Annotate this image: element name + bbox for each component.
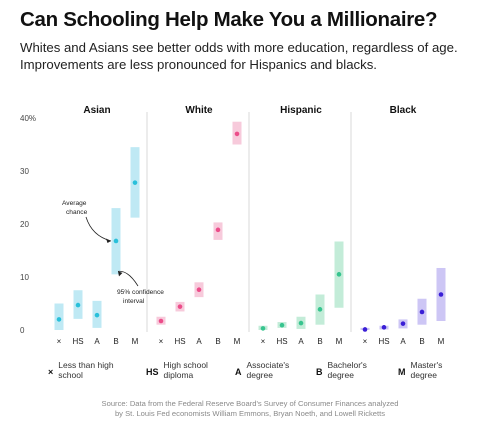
annotation-arrowhead xyxy=(118,271,123,277)
legend-label: High school diploma xyxy=(163,360,208,380)
annotation-average: Average xyxy=(62,200,87,207)
data-point xyxy=(400,321,406,326)
legend-item: HS High school diploma xyxy=(146,360,224,380)
x-tick-label: HS xyxy=(174,337,185,346)
chart-subtitle: Whites and Asians see better odds with m… xyxy=(20,40,458,72)
data-point xyxy=(336,272,342,277)
data-point xyxy=(132,180,138,185)
x-tick-label: B xyxy=(215,337,220,346)
panel-title: White xyxy=(185,105,213,116)
data-point xyxy=(94,312,100,318)
x-tick-label: HS xyxy=(276,337,287,346)
y-tick-label: 0 xyxy=(20,326,25,335)
x-tick-label: M xyxy=(234,337,241,346)
data-point xyxy=(215,227,221,233)
y-tick-label: 10 xyxy=(20,273,29,282)
panel-title: Black xyxy=(390,105,417,116)
legend-label: Associate's degree xyxy=(246,360,290,380)
data-point xyxy=(158,318,164,324)
data-point xyxy=(56,317,62,322)
data-point xyxy=(381,325,387,330)
legend-symbol: × xyxy=(48,367,54,377)
source-note: Source: Data from the Federal Reserve Bo… xyxy=(0,399,500,419)
ci-band xyxy=(54,303,64,330)
x-tick-label: × xyxy=(57,337,62,346)
legend-symbol: HS xyxy=(146,367,159,377)
x-tick-label: HS xyxy=(378,337,389,346)
data-point xyxy=(298,320,304,326)
y-tick-label: 30 xyxy=(20,167,29,176)
y-tick-label: 20 xyxy=(20,220,29,229)
legend-item: B Bachelor's degree xyxy=(316,360,388,380)
x-tick-label: A xyxy=(298,337,304,346)
legend-label: Master's degree xyxy=(410,360,443,380)
x-tick-label: × xyxy=(363,337,368,346)
panel-title: Hispanic xyxy=(280,105,322,116)
data-point xyxy=(317,307,323,312)
x-tick-label: A xyxy=(94,337,100,346)
data-point xyxy=(113,238,119,244)
annotation-average: chance xyxy=(66,209,88,216)
legend: × Less than high school HS High school d… xyxy=(0,360,500,400)
legend-label: Bachelor's degree xyxy=(327,360,367,380)
x-tick-label: A xyxy=(400,337,406,346)
x-tick-label: × xyxy=(159,337,164,346)
chart-area: 0 10 20 30 40% Asian × HS A B M White × HS A B M Hispanic… xyxy=(20,105,446,346)
annotation-arrow xyxy=(85,216,112,242)
legend-item: × Less than high school xyxy=(48,360,118,380)
x-tick-label: B xyxy=(113,337,118,346)
x-tick-label: M xyxy=(132,337,139,346)
source-line: Source: Data from the Federal Reserve Bo… xyxy=(101,399,399,408)
data-point xyxy=(196,287,202,293)
x-tick-label: A xyxy=(196,337,202,346)
x-tick-label: M xyxy=(336,337,343,346)
data-point xyxy=(75,302,81,308)
data-point xyxy=(362,327,368,332)
legend-item: M Master's degree xyxy=(398,360,471,380)
x-tick-label: B xyxy=(317,337,322,346)
data-point xyxy=(260,326,266,331)
legend-symbol: B xyxy=(316,367,323,377)
data-point xyxy=(177,304,183,309)
y-tick-label: 40% xyxy=(20,114,36,123)
x-tick-label: B xyxy=(419,337,424,346)
legend-label: Less than high school xyxy=(58,360,114,380)
source-line: by St. Louis Fed economists William Emmo… xyxy=(114,409,386,418)
panel-title: Asian xyxy=(83,105,110,116)
legend-item: A Associate's degree xyxy=(235,360,307,380)
data-point xyxy=(279,322,285,328)
annotation-arrow xyxy=(117,270,139,287)
legend-symbol: A xyxy=(235,367,242,377)
x-tick-label: HS xyxy=(72,337,83,346)
x-tick-label: M xyxy=(438,337,445,346)
data-point xyxy=(419,309,425,315)
annotation-ci: 95% confidence xyxy=(117,289,164,296)
data-point xyxy=(234,131,240,137)
data-point xyxy=(438,292,444,297)
legend-symbol: M xyxy=(398,367,406,377)
annotation-ci: interval xyxy=(123,298,145,305)
chart-title: Can Schooling Help Make You a Millionair… xyxy=(20,8,438,31)
x-tick-label: × xyxy=(261,337,266,346)
annotation-arrowhead xyxy=(106,238,111,243)
